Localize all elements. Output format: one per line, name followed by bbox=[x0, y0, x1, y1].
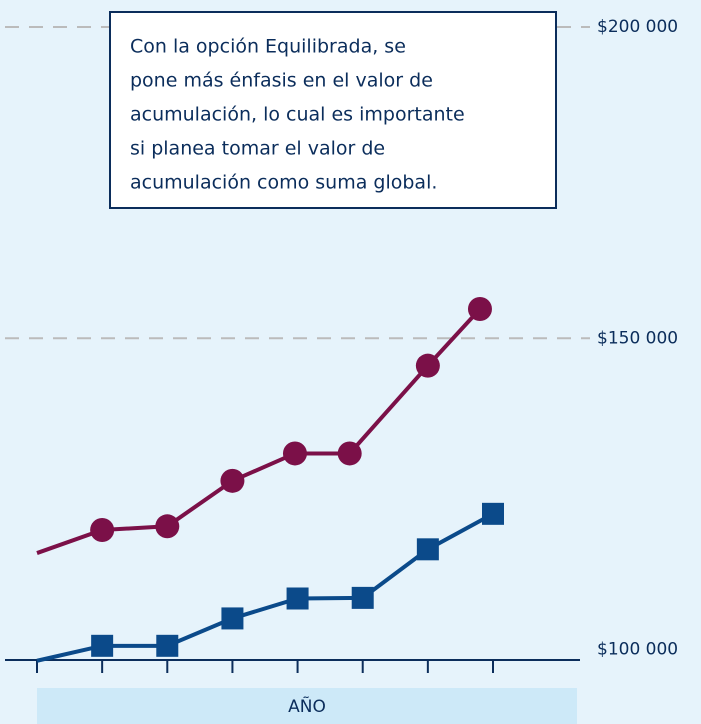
y-tick-label: $150 000 bbox=[597, 328, 678, 348]
annotation-line: Con la opción Equilibrada, se bbox=[130, 36, 406, 58]
point bbox=[220, 468, 245, 493]
point bbox=[415, 353, 440, 378]
point bbox=[351, 586, 374, 609]
point bbox=[156, 634, 179, 657]
point bbox=[282, 441, 307, 466]
series-line bbox=[36, 307, 482, 555]
annotation-line: pone más énfasis en el valor de bbox=[130, 70, 433, 92]
y-tick-label: $200 000 bbox=[597, 17, 678, 37]
y-tick-label: $100 000 bbox=[597, 640, 678, 660]
point bbox=[482, 502, 504, 525]
point bbox=[286, 587, 309, 610]
x-label-band bbox=[37, 688, 577, 724]
point bbox=[221, 607, 244, 630]
x-axis-label: AÑO bbox=[288, 695, 326, 717]
point bbox=[155, 514, 180, 539]
annotation-line: si planea tomar el valor de bbox=[130, 138, 385, 160]
point bbox=[467, 297, 492, 322]
annotation-line: acumulación como suma global. bbox=[130, 172, 437, 194]
point bbox=[416, 538, 439, 561]
point bbox=[90, 518, 115, 543]
point bbox=[337, 441, 362, 466]
annotation-box bbox=[109, 11, 557, 209]
point bbox=[91, 634, 114, 657]
annotation-line: acumulación, lo cual es importante bbox=[130, 104, 465, 126]
